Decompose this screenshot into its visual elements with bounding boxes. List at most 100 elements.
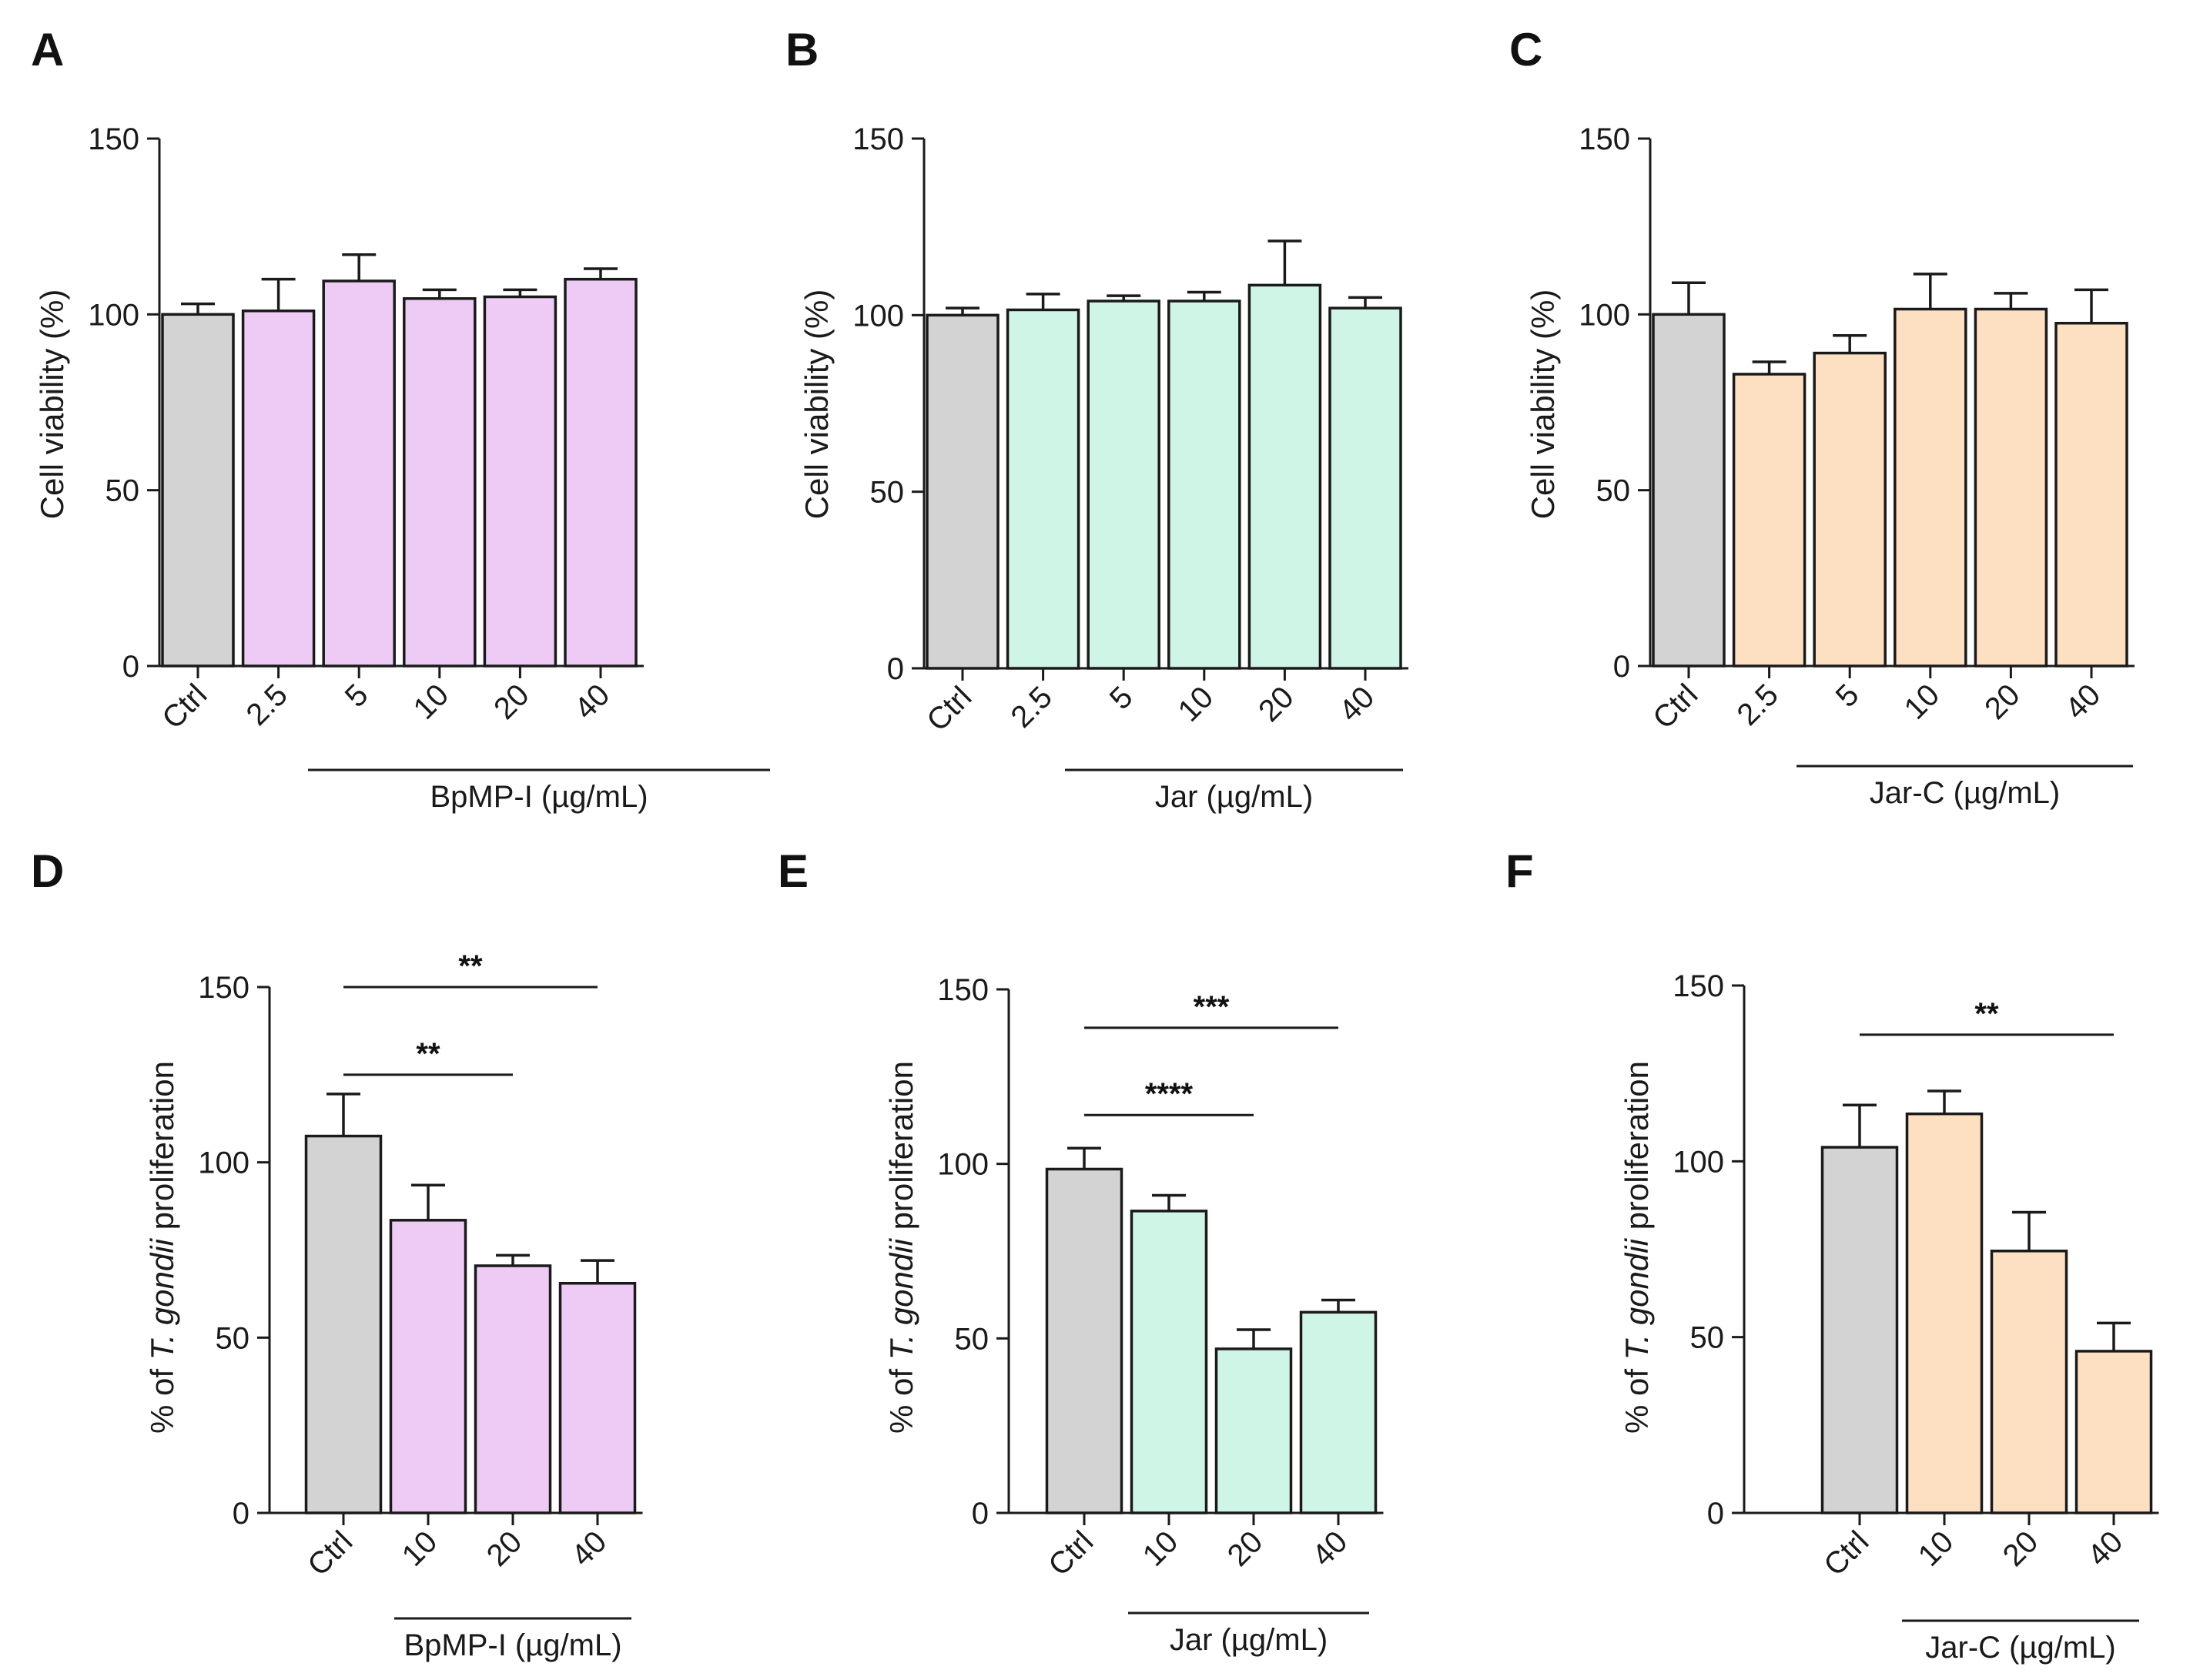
y-axis-label-part: % of — [1619, 1360, 1655, 1434]
x-tick-label: 20 — [481, 1524, 529, 1573]
y-tick-label: 0 — [1707, 1497, 1724, 1531]
bar-40 — [2054, 322, 2128, 668]
y-tick-label: 100 — [852, 299, 904, 333]
y-tick-label: 0 — [122, 650, 139, 684]
y-tick-label: 100 — [1579, 298, 1630, 332]
x-tick-label: 40 — [565, 1524, 614, 1573]
significance-label: *** — [1194, 990, 1230, 1024]
x-tick-label: 2.5 — [1731, 678, 1785, 731]
bar-10 — [1130, 1210, 1208, 1514]
x-tick-label: 10 — [407, 678, 456, 726]
x-tick-label: 10 — [1172, 680, 1221, 728]
x-tick-label: 40 — [1306, 1524, 1354, 1573]
bar-40 — [564, 277, 638, 668]
y-tick-label: 50 — [216, 1321, 250, 1355]
y-axis-label-part: % of — [883, 1360, 919, 1434]
y-tick-label: 0 — [1613, 650, 1630, 684]
y-axis-label-part: proliferation — [883, 1061, 919, 1239]
y-axis-label: % of T. gondii proliferation — [144, 1061, 180, 1434]
y-axis-label: Cell viability (%) — [34, 289, 70, 520]
bar-40 — [558, 1282, 637, 1514]
bar-Ctrl — [161, 313, 235, 668]
y-tick-label: 50 — [1596, 474, 1631, 508]
bar-Ctrl — [304, 1134, 383, 1514]
bar-Ctrl — [1820, 1146, 1899, 1514]
y-axis-label: % of T. gondii proliferation — [1619, 1061, 1655, 1434]
panel-letter: F — [1505, 845, 1534, 897]
x-tick-label: Ctrl — [1042, 1524, 1100, 1582]
y-axis-label-part: T. gondii — [1619, 1237, 1655, 1360]
x-tick-label: 40 — [2081, 1524, 2130, 1573]
y-tick-label: 150 — [88, 122, 139, 156]
panel-letter: D — [31, 845, 64, 897]
bar-2.5 — [241, 310, 316, 668]
y-tick-label: 50 — [955, 1322, 989, 1356]
x-tick-label: 20 — [487, 678, 536, 726]
x-tick-label: Ctrl — [1817, 1524, 1875, 1582]
bar-10 — [389, 1219, 467, 1514]
y-tick-label: 100 — [937, 1148, 989, 1182]
group-label: BpMP-I (µg/mL) — [430, 780, 648, 814]
y-tick-label: 150 — [852, 122, 904, 156]
significance-label: ** — [416, 1037, 440, 1071]
bar-20 — [483, 295, 558, 668]
bar-10 — [1167, 300, 1241, 670]
bar-5 — [322, 279, 396, 668]
bar-2.5 — [1732, 373, 1807, 668]
x-tick-label: Ctrl — [1646, 678, 1704, 735]
bar-Ctrl — [1652, 313, 1726, 668]
panel-a: A 0 50 100 150 Cell viability (%) Ctrl 2.5 5 10 20… — [31, 24, 770, 814]
y-tick-label: 100 — [1673, 1145, 1724, 1179]
x-tick-label: 20 — [1221, 1524, 1270, 1573]
y-axis-label: Cell viability (%) — [799, 289, 835, 520]
x-tick-label: Ctrl — [920, 680, 978, 738]
y-axis-label: % of T. gondii proliferation — [883, 1061, 919, 1434]
bar-Ctrl — [926, 313, 1000, 670]
y-tick-label: 150 — [1579, 122, 1630, 156]
group-label: Jar-C (µg/mL) — [1870, 776, 2061, 810]
y-axis-label-part: T. gondii — [144, 1237, 180, 1360]
x-tick-label: 20 — [1997, 1524, 2045, 1573]
bar-40 — [2074, 1350, 2153, 1514]
panel-letter: B — [785, 24, 819, 75]
x-tick-label: Ctrl — [156, 678, 213, 735]
y-axis-label: Cell viability (%) — [1525, 289, 1561, 520]
bar-20 — [1974, 307, 2048, 668]
y-axis-label-part: % of — [144, 1360, 180, 1434]
y-tick-label: 100 — [198, 1146, 249, 1180]
x-tick-label: 5 — [1830, 678, 1866, 714]
y-tick-label: 150 — [937, 973, 989, 1007]
bar-40 — [1328, 306, 1402, 670]
bar-40 — [1299, 1310, 1378, 1514]
panel-letter: E — [778, 845, 809, 897]
bar-Ctrl — [1045, 1167, 1123, 1514]
group-label: Jar (µg/mL) — [1170, 1623, 1328, 1657]
y-axis-label-part: proliferation — [1619, 1061, 1655, 1239]
bar-10 — [1905, 1112, 1984, 1514]
bar-2.5 — [1006, 308, 1080, 670]
y-tick-label: 100 — [88, 298, 139, 332]
y-tick-label: 50 — [105, 474, 140, 508]
bar-10 — [1894, 307, 1967, 668]
panel-letter: C — [1509, 24, 1542, 75]
panel-b: B 0 50 100 150 Cell viability (%) Ctrl 2.5 5 10 20… — [785, 24, 1408, 814]
y-tick-label: 50 — [870, 476, 905, 510]
x-tick-label: 5 — [1103, 680, 1140, 716]
panel-e: E 0 50 100 150 % of T. gondii proliferation Ct… — [778, 845, 1384, 1657]
x-tick-label: 20 — [1978, 678, 2027, 726]
bar-20 — [474, 1264, 552, 1514]
x-tick-label: 10 — [396, 1524, 444, 1573]
x-tick-label: 2.5 — [240, 678, 294, 731]
group-label: Jar-C (µg/mL) — [1925, 1631, 2116, 1665]
x-tick-label: 10 — [1898, 678, 1947, 726]
x-tick-label: 2.5 — [1005, 680, 1059, 734]
bar-10 — [403, 297, 477, 668]
bar-5 — [1813, 351, 1887, 668]
y-tick-label: 0 — [887, 652, 904, 686]
panel-d: D 0 50 100 150 % of T. gondii proliferation Ct… — [31, 845, 643, 1662]
y-axis-label-part: T. gondii — [883, 1237, 919, 1360]
bar-20 — [1990, 1250, 2068, 1514]
y-tick-label: 0 — [233, 1497, 249, 1531]
x-tick-label: 10 — [1912, 1524, 1961, 1573]
bar-20 — [1214, 1347, 1293, 1514]
